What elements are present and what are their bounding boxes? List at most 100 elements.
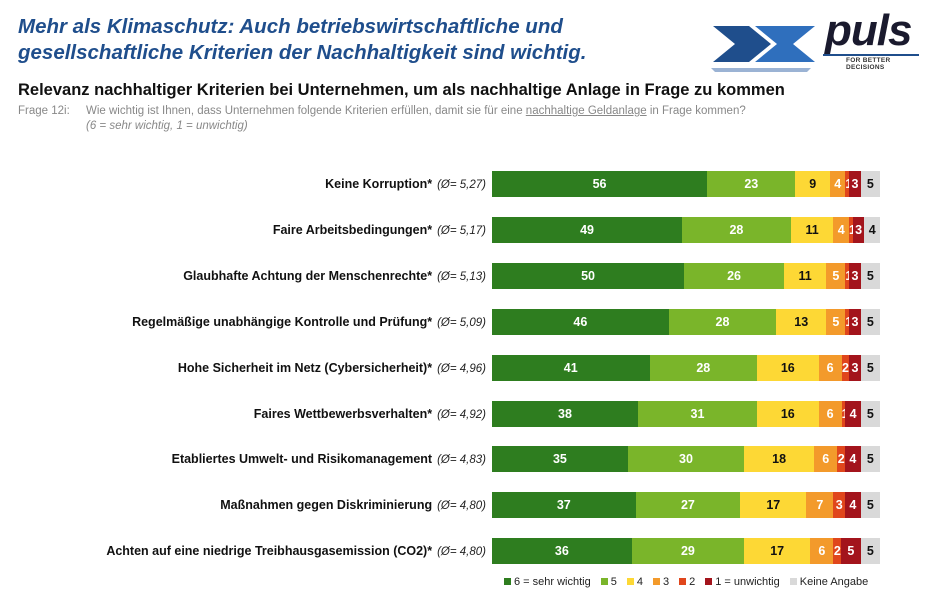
category-name: Etabliertes Umwelt- und Risikomanagement: [171, 452, 433, 466]
bar-segment: 5: [860, 309, 880, 335]
bar-segment: 11: [783, 263, 827, 289]
bar-row: 562394135: [492, 171, 880, 197]
legend-label: Keine Angabe: [799, 576, 869, 588]
bar-segment: 2: [833, 538, 842, 564]
bar-segment: 6: [814, 446, 838, 472]
bar-segment: 41: [492, 355, 650, 381]
bar-segment: 5: [841, 538, 861, 564]
legend-swatch: [626, 577, 634, 585]
category-name: Faires Wettbewerbsverhalten*: [253, 407, 433, 421]
bar-segment: 27: [635, 492, 741, 518]
legend-swatch: [679, 577, 687, 585]
category-average: (Ø= 5,13): [437, 271, 486, 283]
bar-segment: 23: [707, 171, 796, 197]
bar-row: 41 28 16 6 2 3 5: [492, 355, 880, 381]
chart-legend: 6 = sehr wichtig 5 4 3 2 1 = unwichtig Keine A…: [504, 576, 878, 588]
bar-segment: 28: [649, 355, 758, 381]
bar-segment: 5: [826, 309, 846, 335]
question-text-before: Wie wichtig ist Ihnen, dass Unternehmen …: [86, 105, 523, 117]
legend-item: 2: [679, 576, 695, 588]
legend-swatch: [652, 577, 660, 585]
category-label: Faire Arbeitsbedingungen* (Ø= 5,17): [273, 217, 486, 243]
category-name: Glaubhafte Achtung der Menschenrechte*: [183, 269, 433, 283]
x-logo-icon: [711, 26, 815, 72]
bar-segment: 3: [849, 171, 861, 197]
bar-segment: 4: [845, 401, 861, 427]
bar-segment: 3: [849, 355, 861, 381]
category-label: Hohe Sicherheit im Netz (Cybersicherheit…: [178, 355, 486, 381]
legend-item: 1 = unwichtig: [705, 576, 780, 588]
bar-segment: 1: [845, 171, 852, 197]
bar-segment: 49: [492, 217, 683, 243]
category-name: Regelmäßige unabhängige Kontrolle und Pr…: [132, 315, 433, 329]
category-average: (Ø= 4,96): [437, 363, 486, 375]
bar-segment: 28: [682, 217, 791, 243]
bar-segment: 3: [833, 492, 846, 518]
bar-segment: 13: [776, 309, 827, 335]
logo-tagline: FOR BETTER DECISIONS: [846, 57, 891, 71]
legend-label: 4: [636, 576, 643, 588]
legend-label: 5: [610, 576, 617, 588]
bar-segment: 4: [833, 217, 849, 243]
legend-label: 1 = unwichtig: [715, 576, 780, 588]
bar-segment: 4: [830, 171, 846, 197]
bar-segment: 5: [860, 263, 880, 289]
bar-segment: 30: [627, 446, 745, 472]
bar-segment: 4: [845, 492, 861, 518]
bar-segment: 3: [849, 263, 861, 289]
page-title: Mehr als Klimaschutz: Auch betriebswirts…: [18, 15, 587, 64]
legend-swatch: [600, 577, 608, 585]
legend-item: 3: [652, 576, 669, 588]
category-label: Faires Wettbewerbsverhalten* (Ø= 4,92): [254, 401, 486, 427]
bar-row: 35 30 18 6 2 4 5: [492, 446, 880, 472]
bar-segment: 1: [841, 401, 849, 427]
bar-segment: 7: [806, 492, 834, 518]
bar-row: 4928114134: [492, 217, 880, 243]
bar-segment: 2: [837, 446, 846, 472]
category-label: Achten auf eine niedrige Treibhausgasemi…: [106, 538, 486, 564]
bar-row: 37 27 17 7 3 4 5: [492, 492, 880, 518]
category-name: Hohe Sicherheit im Netz (Cybersicherheit…: [177, 361, 433, 375]
question-text-link: nachhaltige Geldanlage: [525, 105, 647, 117]
bar-segment: 5: [860, 446, 880, 472]
bar-segment: 16: [757, 355, 819, 381]
category-average: (Ø= 4,80): [437, 500, 486, 512]
question-text-after: in Frage kommen?: [649, 105, 746, 117]
bar-segment: 11: [790, 217, 834, 243]
legend-label: 6 = sehr wichtig: [514, 576, 591, 588]
category-average: (Ø= 5,27): [437, 179, 486, 191]
bar-row: 4628135135: [492, 309, 880, 335]
bar-segment: 6: [818, 355, 842, 381]
bar-row: 3831166145: [492, 401, 880, 427]
bar-segment: 3: [852, 217, 865, 243]
legend-swatch: [789, 577, 797, 585]
bar-segment: 38: [492, 401, 638, 427]
category-average: (Ø= 4,80): [437, 546, 486, 558]
bar-segment: 18: [744, 446, 815, 472]
bar-segment: 1: [845, 309, 852, 335]
bar-segment: 16: [757, 401, 819, 427]
bar-segment: 29: [631, 538, 745, 564]
bar-segment: 35: [492, 446, 628, 472]
bar-segment: 56: [492, 171, 708, 197]
category-label: Maßnahmen gegen Diskriminierung (Ø= 4,80): [220, 492, 486, 518]
legend-swatch: [504, 577, 511, 585]
bar-segment: 9: [795, 171, 831, 197]
category-label: Glaubhafte Achtung der Menschenrechte* (Ø…: [183, 263, 486, 289]
bar-segment: 46: [492, 309, 669, 335]
question-label: Frage 12i:: [18, 105, 70, 117]
bar-segment: 6: [818, 401, 842, 427]
legend-item: Keine Angabe: [789, 576, 869, 588]
logo-rule: [823, 54, 919, 56]
category-average: (Ø= 5,17): [437, 225, 486, 237]
bar-segment: 2: [841, 355, 850, 381]
bar-segment: 5: [860, 401, 880, 427]
legend-item: 5: [600, 576, 617, 588]
bar-segment: 5: [826, 263, 846, 289]
bar-segment: 17: [740, 492, 807, 518]
category-name: Achten auf eine niedrige Treibhausgasemi…: [106, 544, 433, 558]
category-name: Maßnahmen gegen Diskriminierung: [220, 498, 433, 512]
bar-segment: 3: [849, 309, 861, 335]
category-name: Faire Arbeitsbedingungen*: [272, 223, 433, 237]
legend-item: 4: [626, 576, 643, 588]
